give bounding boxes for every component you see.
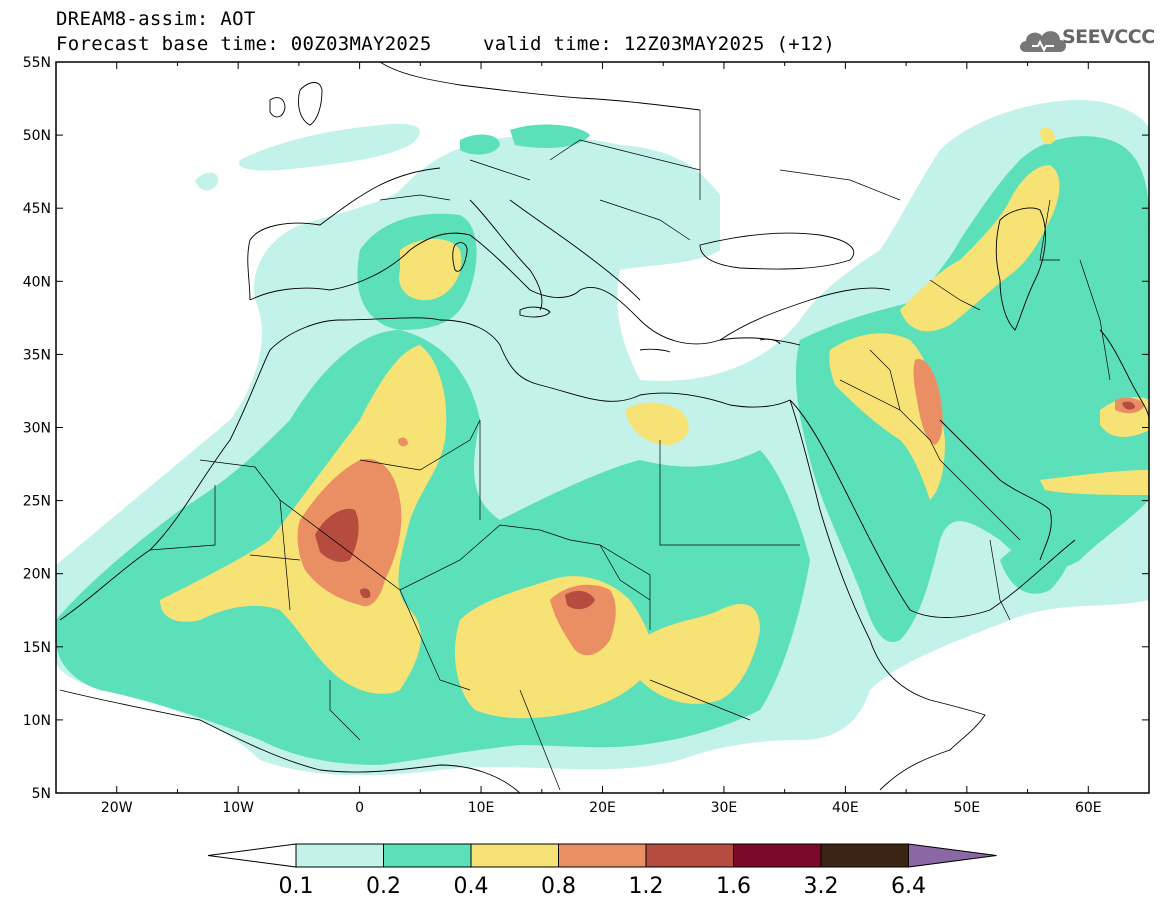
colorbar-segment bbox=[383, 843, 472, 868]
colorbar bbox=[207, 843, 997, 868]
colorbar-segment bbox=[558, 843, 647, 868]
lon-tick-label: 10W bbox=[222, 800, 254, 816]
forecast-base-time: Forecast base time: 00Z03MAY2025 bbox=[56, 33, 432, 55]
lat-tick-label: 50N bbox=[23, 128, 51, 144]
colorbar-label: 6.4 bbox=[891, 874, 926, 899]
colorbar-upper-arrow bbox=[908, 843, 997, 868]
contour-level-1-2 bbox=[315, 401, 1135, 610]
lat-tick-label: 20N bbox=[23, 567, 51, 583]
lon-tick-label: 0 bbox=[355, 800, 364, 816]
colorbar-segment bbox=[820, 843, 909, 868]
political-borders bbox=[149, 110, 1111, 791]
colorbar-label: 1.6 bbox=[716, 874, 751, 899]
lon-tick-label: 20W bbox=[101, 800, 133, 816]
colorbar-segment bbox=[470, 843, 559, 868]
colorbar-label: 0.4 bbox=[454, 874, 489, 899]
valid-time: valid time: 12Z03MAY2025 (+12) bbox=[483, 33, 836, 55]
colorbar-labels: 0.1 0.2 0.4 0.8 1.2 1.6 3.2 6.4 bbox=[279, 874, 927, 899]
colorbar-segment bbox=[733, 843, 822, 868]
colorbar-segment bbox=[295, 843, 384, 868]
lat-tick-label: 35N bbox=[23, 347, 51, 363]
lon-tick-label: 30E bbox=[711, 800, 738, 816]
lat-tick-label: 10N bbox=[23, 713, 51, 729]
lat-tick-label: 15N bbox=[23, 640, 51, 656]
map-title: DREAM8-assim: AOT bbox=[56, 8, 256, 30]
axis-ticks bbox=[55, 61, 1150, 794]
latitude-labels: 55N 50N 45N 40N 35N 30N 25N 20N 15N 10N 5N bbox=[23, 55, 51, 802]
lat-tick-label: 30N bbox=[23, 421, 51, 437]
colorbar-label: 1.2 bbox=[629, 874, 664, 899]
logo-text: SEEVCCC bbox=[1062, 26, 1155, 48]
coastlines bbox=[59, 62, 1149, 793]
lat-tick-label: 25N bbox=[23, 494, 51, 510]
lon-tick-label: 20E bbox=[589, 800, 616, 816]
longitude-labels: 20W 10W 0 10E 20E 30E 40E 50E 60E bbox=[101, 800, 1102, 816]
aot-contours bbox=[56, 62, 1149, 793]
lat-tick-label: 5N bbox=[32, 786, 51, 802]
colorbar-label: 0.2 bbox=[366, 874, 401, 899]
colorbar-label: 3.2 bbox=[804, 874, 839, 899]
lat-tick-label: 55N bbox=[23, 55, 51, 71]
lon-tick-label: 60E bbox=[1075, 800, 1102, 816]
lat-tick-label: 40N bbox=[23, 274, 51, 290]
lon-tick-label: 10E bbox=[468, 800, 495, 816]
colorbar-segment bbox=[645, 843, 734, 868]
lon-tick-label: 40E bbox=[832, 800, 859, 816]
colorbar-label: 0.8 bbox=[541, 874, 576, 899]
lat-tick-label: 45N bbox=[23, 201, 51, 217]
colorbar-lower-arrow bbox=[207, 843, 297, 868]
colorbar-label: 0.1 bbox=[279, 874, 314, 899]
cloud-logo-icon bbox=[1020, 31, 1066, 53]
lon-tick-label: 50E bbox=[953, 800, 980, 816]
